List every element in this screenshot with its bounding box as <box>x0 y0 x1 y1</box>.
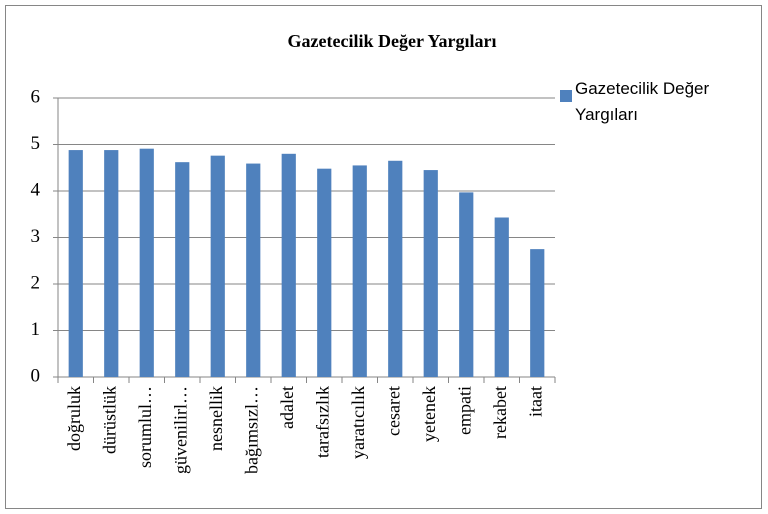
bar <box>388 160 403 377</box>
bar <box>104 150 119 377</box>
bar <box>352 165 367 377</box>
y-tick-label: 4 <box>31 179 41 200</box>
legend-label: Gazetecilik Değer Yargıları <box>575 79 710 124</box>
x-tick-label: yaratıcılık <box>348 386 368 459</box>
bar <box>459 192 474 377</box>
bar <box>175 162 190 377</box>
x-tick-label: yetenek <box>419 386 439 442</box>
bar <box>423 170 438 377</box>
x-tick-label: empati <box>454 386 474 435</box>
y-tick-label: 1 <box>31 319 41 340</box>
legend-swatch <box>560 90 572 102</box>
bar <box>530 249 545 377</box>
y-tick-label: 5 <box>31 133 41 154</box>
x-tick-label: dürüstlük <box>99 386 119 454</box>
bar <box>246 163 261 377</box>
x-tick-label: itaat <box>525 386 545 417</box>
y-tick-label: 3 <box>31 226 41 247</box>
x-tick-label: doğruluk <box>64 386 84 451</box>
bar <box>281 153 296 377</box>
bar <box>210 155 225 377</box>
x-tick-label: güvenilirl… <box>170 386 190 474</box>
bar <box>68 150 83 377</box>
y-tick-label: 0 <box>31 365 41 386</box>
x-tick-label: rekabet <box>490 386 510 439</box>
bar <box>494 217 509 377</box>
y-tick-label: 6 <box>31 86 41 107</box>
x-tick-label: cesaret <box>383 386 403 436</box>
x-tick-label: bağımsızl… <box>241 386 261 474</box>
chart-title: Gazetecilik Değer Yargıları <box>288 31 497 51</box>
x-tick-label: adalet <box>277 386 297 429</box>
x-tick-label: nesnellik <box>206 386 226 451</box>
x-tick-label: tarafsızlık <box>312 386 332 458</box>
y-tick-label: 2 <box>31 272 41 293</box>
bar <box>139 148 154 377</box>
chart-border <box>5 5 762 509</box>
bar <box>317 168 332 377</box>
x-tick-label: sorumlul… <box>135 386 155 468</box>
